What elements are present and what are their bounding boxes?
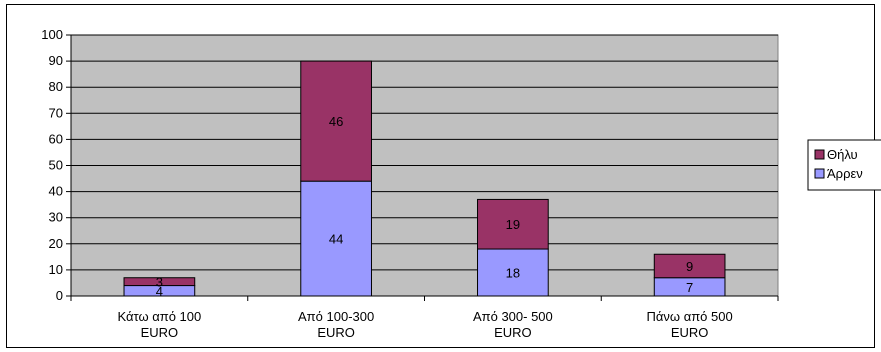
data-label: 9 [686, 259, 693, 274]
legend-label: Θήλυ [827, 147, 858, 162]
x-tick-label: Από 100-300 EURO [298, 309, 374, 340]
bar-segment [653, 253, 726, 279]
y-tick-label: 0 [56, 288, 63, 303]
y-tick-label: 70 [49, 105, 63, 120]
bar-segment [300, 180, 372, 297]
data-label: 7 [686, 280, 693, 295]
y-tick-label: 100 [41, 27, 63, 42]
data-label: 46 [329, 114, 343, 129]
x-tick-label: Κάτω από 100 EURO [117, 309, 201, 340]
y-tick-label: 50 [49, 158, 63, 173]
axes: 0 10 20 30 40 50 60 70 80 90 100 Κάτω από 100 EURO Απ… [41, 27, 779, 340]
data-label: 18 [506, 266, 520, 281]
x-tick-label: Από 300- 500 EURO [473, 309, 553, 340]
legend-swatch [814, 168, 825, 179]
legend-box [807, 139, 881, 191]
bar-segment [477, 198, 549, 250]
bars: 43 44 46 18 19 7 9 [123, 60, 726, 299]
legend-swatch [814, 149, 825, 160]
y-tick-label: 30 [49, 210, 63, 225]
y-tick-label: 20 [49, 236, 63, 251]
data-label: 3 [156, 275, 163, 290]
legend: Θήλυ Άρρεν [807, 139, 881, 191]
legend-label: Άρρεν [827, 166, 863, 181]
y-tick-label: 90 [49, 53, 63, 68]
data-label: 19 [506, 217, 520, 232]
x-tick-label: Πάνω από 500 EURO [647, 309, 733, 340]
y-tick-label: 80 [49, 79, 63, 94]
data-label: 4 [156, 284, 163, 299]
bar-segment [300, 60, 372, 182]
y-tick-label: 10 [49, 262, 63, 277]
y-tick-label: 40 [49, 184, 63, 199]
data-label: 44 [329, 232, 343, 247]
y-tick-label: 60 [49, 131, 63, 146]
bar-segment [123, 277, 196, 287]
gridlines [71, 34, 778, 271]
